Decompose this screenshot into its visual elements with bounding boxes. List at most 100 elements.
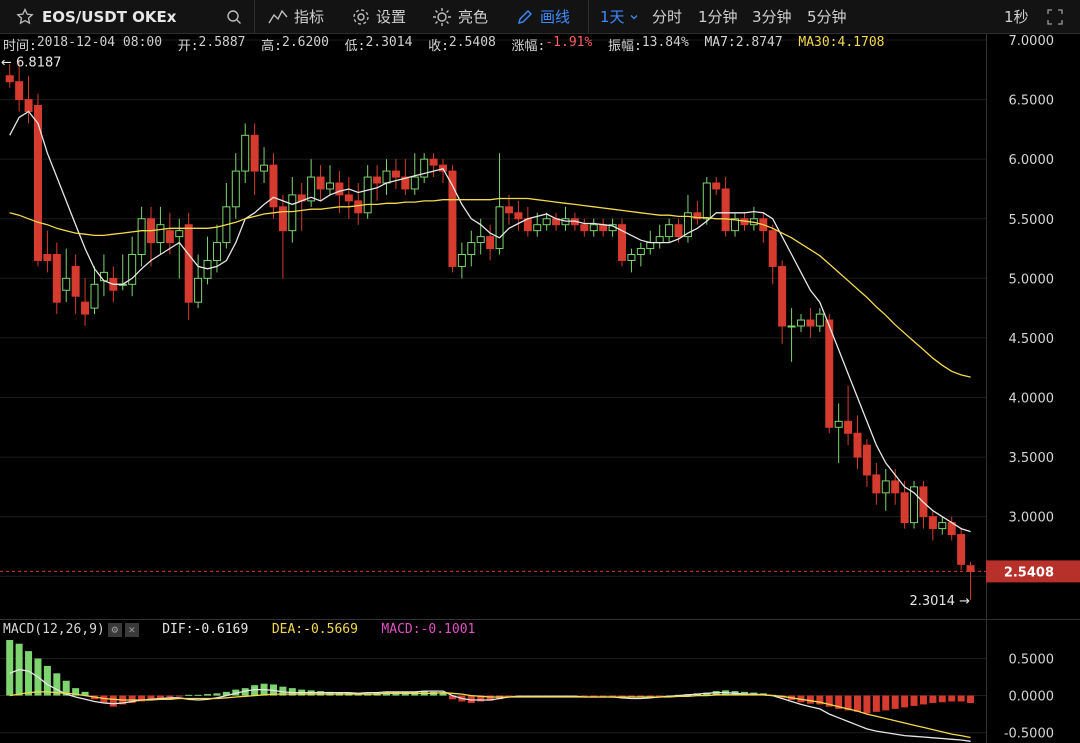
candle: [853, 415, 862, 469]
candle: [627, 248, 636, 273]
candle-body: [806, 319, 815, 327]
candle-body: [910, 486, 919, 524]
settings-button[interactable]: 设置: [352, 0, 406, 34]
candle-body: [486, 236, 495, 250]
price-pane: [0, 34, 986, 612]
price-axis-tick: 7.0000: [1009, 34, 1055, 49]
candle-body: [683, 212, 692, 238]
macd-histogram-bar: [618, 695, 626, 697]
candle-body: [514, 212, 523, 220]
candle-body: [71, 265, 80, 297]
candle: [15, 61, 24, 112]
candle: [52, 242, 61, 315]
candle-body: [448, 170, 457, 267]
interval-right-option[interactable]: 1秒: [1004, 8, 1029, 26]
candle: [401, 159, 410, 195]
candle-body: [627, 254, 636, 261]
macd-histogram-bar: [844, 695, 852, 711]
symbol-search-icon[interactable]: [226, 0, 242, 34]
candle-body: [815, 313, 824, 327]
candle-body: [137, 218, 146, 255]
candle: [156, 206, 165, 255]
indicators-icon: [268, 9, 288, 24]
candle: [636, 242, 645, 267]
draw-label: 画线: [540, 8, 571, 26]
macd-histogram-bar: [637, 695, 645, 698]
macd-histogram-bar: [938, 695, 946, 703]
gear-icon: [353, 9, 369, 25]
candle-body: [796, 319, 805, 327]
draw-button[interactable]: 画线: [516, 0, 570, 34]
macd-histogram-bar: [62, 680, 70, 696]
candle-body: [231, 170, 240, 208]
ma7-value: 2.8747: [735, 35, 783, 50]
low-label: 低:: [344, 39, 366, 54]
candle: [683, 194, 692, 243]
candle-body: [872, 474, 881, 494]
candle-body: [81, 301, 90, 315]
macd-settings-icon[interactable]: ⚙: [107, 622, 122, 637]
candle: [702, 177, 711, 225]
close-label: 收:: [428, 39, 449, 54]
interval-option[interactable]: 5分钟: [807, 8, 847, 26]
candle: [712, 177, 721, 195]
candle-body: [966, 565, 975, 572]
macd-histogram-bar: [166, 695, 174, 698]
low-value: 2.3014: [365, 35, 413, 50]
favorite-star-icon[interactable]: [16, 0, 34, 34]
theme-toggle-button[interactable]: 亮色: [432, 0, 488, 34]
time-value: 2018-12-04 08:00: [36, 35, 163, 50]
candle-body: [410, 176, 419, 190]
candle-body: [335, 182, 344, 196]
dif-label: DIF:: [162, 622, 194, 637]
candle: [71, 254, 80, 315]
candle: [429, 153, 438, 178]
change-label: 涨幅:: [511, 39, 546, 54]
settings-label: 设置: [376, 8, 407, 26]
ohlc-info-bar: 时间: 2018-12-04 08:00 开: 2.5887 高: 2.6200 低:…: [3, 35, 884, 54]
candle-body: [618, 224, 627, 261]
candle-body: [957, 534, 966, 565]
candle-body: [938, 522, 947, 530]
candle: [165, 212, 174, 255]
macd-histogram-bar: [703, 692, 711, 696]
candle: [128, 236, 137, 297]
candle-body: [881, 480, 890, 494]
candle: [514, 200, 523, 231]
indicators-button[interactable]: 指标: [268, 0, 324, 34]
interval-option[interactable]: 3分钟: [752, 8, 792, 26]
macd-histogram-bar: [72, 688, 80, 696]
close-value: 2.5408: [448, 35, 496, 50]
macd-close-icon[interactable]: ✕: [124, 622, 139, 637]
macd-histogram-bar: [882, 695, 890, 711]
candle: [354, 183, 363, 225]
macd-histogram-bar: [317, 691, 325, 696]
macd-histogram-bar: [156, 695, 164, 699]
interval-option[interactable]: 1分钟: [698, 8, 738, 26]
interval-option[interactable]: 分时: [652, 8, 683, 26]
candle-body: [580, 224, 589, 232]
candle: [363, 165, 372, 219]
pane-divider: [0, 619, 1080, 620]
candle-body: [52, 254, 61, 303]
macd-histogram-bar: [505, 695, 513, 698]
macd-histogram-bar: [835, 695, 843, 709]
candle: [410, 153, 419, 195]
candle: [881, 469, 890, 511]
candle: [269, 153, 278, 219]
macd-histogram-bar: [467, 695, 475, 703]
macd-histogram-bar: [204, 694, 212, 696]
candle: [721, 177, 730, 237]
candle: [928, 510, 937, 541]
interval-dropdown[interactable]: 1天: [600, 0, 639, 34]
candle: [966, 561, 975, 600]
macd-histogram-bar: [241, 688, 249, 696]
candle: [231, 153, 240, 219]
dea-label: DEA:: [271, 622, 304, 637]
macd-histogram-bar: [919, 695, 927, 705]
macd-axis-tick: -0.5000: [1004, 727, 1054, 742]
candle-body: [250, 134, 259, 172]
fullscreen-icon[interactable]: [1046, 0, 1064, 34]
high-value: 2.6200: [282, 35, 329, 50]
